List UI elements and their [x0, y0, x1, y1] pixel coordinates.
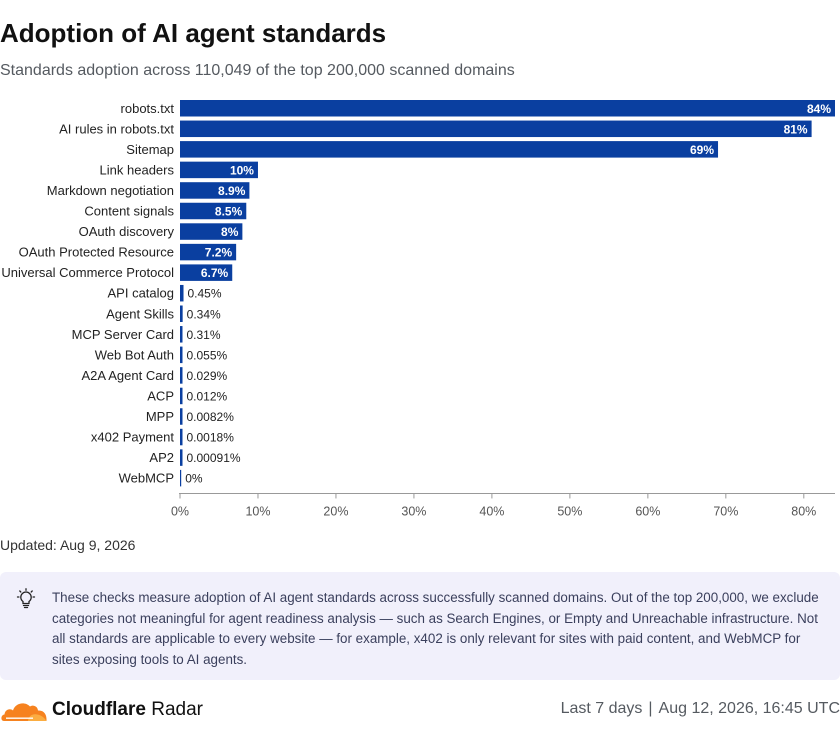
- bar-chart: robots.txt 84% AI rules in robots.txt 81% Si…: [1, 100, 835, 518]
- value-label: 0.055%: [187, 348, 228, 362]
- value-label: 8%: [221, 225, 239, 239]
- value-label: 8.5%: [215, 205, 243, 219]
- range-label: Last 7 days: [560, 700, 643, 717]
- bar[interactable]: [180, 449, 183, 466]
- bar[interactable]: [180, 469, 182, 487]
- value-label: 81%: [784, 122, 808, 136]
- bar[interactable]: [180, 182, 250, 199]
- bar[interactable]: [180, 367, 183, 384]
- category-label: WebMCP: [119, 471, 174, 486]
- bar[interactable]: [180, 243, 237, 261]
- category-label: Web Bot Auth: [95, 347, 174, 362]
- page-subtitle: Standards adoption across 110,049 of the…: [0, 62, 515, 79]
- value-label: 0%: [185, 472, 203, 486]
- bar[interactable]: [180, 264, 233, 281]
- bar[interactable]: [180, 428, 183, 446]
- x-tick-label: 10%: [245, 504, 270, 518]
- page-title: Adoption of AI agent standards: [0, 18, 387, 48]
- bar[interactable]: [180, 305, 183, 323]
- category-label: Agent Skills: [106, 306, 174, 321]
- bar[interactable]: [180, 387, 183, 405]
- x-tick-label: 60%: [635, 504, 660, 518]
- x-tick-label: 70%: [713, 504, 738, 518]
- value-label: 0.45%: [188, 287, 222, 301]
- x-tick-label: 30%: [401, 504, 426, 518]
- value-label: 10%: [230, 163, 254, 177]
- category-label: API catalog: [108, 286, 175, 301]
- category-label: OAuth discovery: [79, 224, 175, 239]
- brand-bold: Cloudflare: [52, 699, 146, 720]
- category-label: Content signals: [84, 204, 174, 219]
- x-tick-label: 20%: [323, 504, 348, 518]
- category-label: Markdown negotiation: [47, 183, 174, 198]
- value-label: 0.31%: [187, 328, 221, 342]
- range-timestamp: Aug 12, 2026, 16:45 UTC: [658, 700, 840, 717]
- value-label: 8.9%: [218, 184, 246, 198]
- x-tick-label: 40%: [479, 504, 504, 518]
- range-separator: |: [648, 700, 653, 717]
- category-label: x402 Payment: [91, 430, 174, 445]
- category-label: robots.txt: [121, 101, 175, 116]
- brand-name[interactable]: Cloudflare Radar: [52, 699, 203, 721]
- x-tick-label: 80%: [791, 504, 816, 518]
- category-label: AP2: [149, 450, 174, 465]
- bar[interactable]: [180, 202, 247, 220]
- value-label: 0.0018%: [187, 431, 235, 445]
- category-label: MPP: [146, 409, 174, 424]
- category-label: Sitemap: [126, 142, 174, 157]
- category-label: AI rules in robots.txt: [59, 121, 174, 136]
- category-label: MCP Server Card: [72, 327, 174, 342]
- bar[interactable]: [180, 346, 183, 364]
- note-text: These checks measure adoption of AI agen…: [52, 590, 819, 667]
- value-label: 84%: [807, 102, 831, 116]
- bar[interactable]: [180, 223, 243, 240]
- value-label: 0.029%: [187, 369, 228, 383]
- info-note: These checks measure adoption of AI agen…: [0, 572, 840, 680]
- category-label: Link headers: [100, 162, 175, 177]
- updated-date: Updated: Aug 9, 2026: [0, 537, 136, 553]
- category-label: OAuth Protected Resource: [19, 245, 174, 260]
- brand-rest: Radar: [151, 699, 203, 720]
- x-tick-label: 0%: [171, 504, 189, 518]
- bar[interactable]: [180, 141, 719, 158]
- bar[interactable]: [180, 326, 183, 343]
- category-label: Universal Commerce Protocol: [1, 265, 174, 280]
- value-label: 0.012%: [187, 389, 228, 403]
- value-label: 69%: [690, 143, 714, 157]
- category-label: ACP: [147, 388, 174, 403]
- bar[interactable]: [180, 161, 258, 179]
- value-label: 0.34%: [187, 307, 221, 321]
- lightbulb-icon: [16, 588, 36, 609]
- bar[interactable]: [180, 284, 184, 302]
- cloudflare-cloud-icon[interactable]: [0, 697, 48, 723]
- value-label: 0.0082%: [187, 410, 235, 424]
- time-range: Last 7 days | Aug 12, 2026, 16:45 UTC: [561, 700, 840, 718]
- x-tick-label: 50%: [557, 504, 582, 518]
- category-label: A2A Agent Card: [81, 368, 174, 383]
- value-label: 7.2%: [205, 246, 233, 260]
- value-label: 6.7%: [201, 266, 229, 280]
- value-label: 0.00091%: [187, 451, 241, 465]
- bar[interactable]: [180, 100, 835, 117]
- bar[interactable]: [180, 120, 812, 138]
- bar[interactable]: [180, 408, 183, 425]
